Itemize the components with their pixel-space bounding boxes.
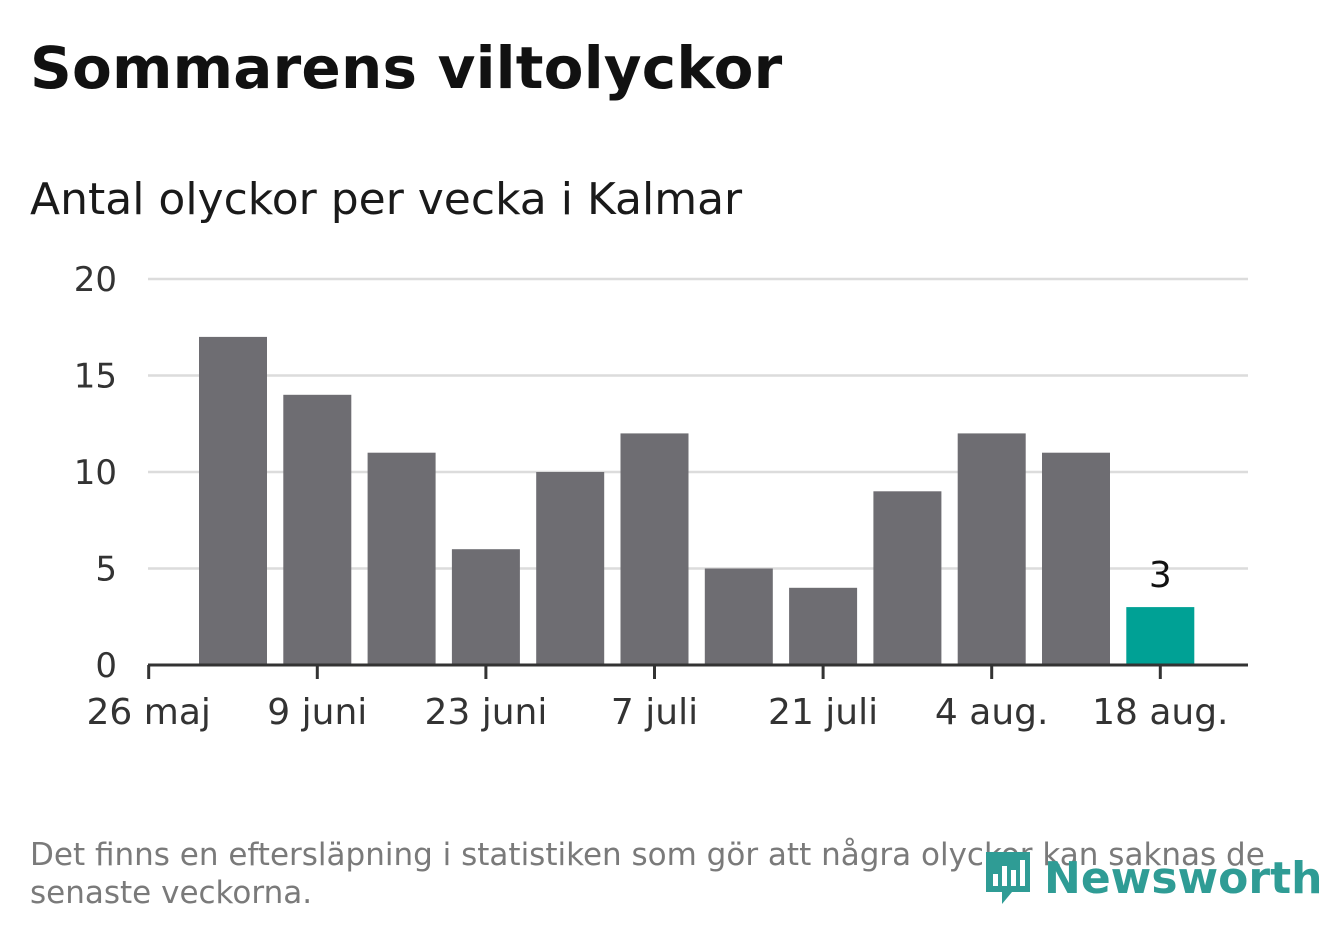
y-tick-label: 10: [74, 453, 117, 493]
y-tick-label: 5: [95, 550, 117, 590]
newsworthy-logo-icon: [986, 852, 1030, 904]
chart-subtitle: Antal olyckor per vecka i Kalmar: [30, 174, 743, 225]
bar: [199, 336, 267, 665]
x-tick-label: 26 maj: [87, 692, 211, 733]
bar-highlight: [1126, 607, 1195, 665]
x-tick-label: 18 aug.: [1092, 692, 1228, 733]
bar: [451, 549, 520, 665]
x-tick-label: 4 aug.: [935, 692, 1049, 733]
y-tick-label: 20: [74, 260, 117, 300]
bar: [536, 472, 605, 665]
bar: [620, 433, 689, 665]
bar: [367, 452, 436, 665]
newsworthy-logo: Newsworthy: [980, 846, 1322, 910]
bar-chart: 0 5 10 15 20 3 26 maj 9 juni 23 juni 7 juli 21 jul…: [74, 260, 1248, 733]
tick-labels: 0 5 10 15 20 3 26 maj 9 juni 23 juni 7 juli 21 jul…: [74, 260, 1229, 733]
data-label: 3: [1149, 555, 1172, 596]
y-tick-label: 15: [74, 357, 117, 397]
bar: [704, 568, 773, 665]
x-axis: [147, 663, 1248, 679]
x-tick-label: 9 juni: [267, 692, 367, 733]
logo-text: Newsworthy: [1044, 852, 1322, 904]
bar: [873, 491, 942, 665]
bars: [199, 336, 1195, 665]
x-tick-label: 21 juli: [768, 692, 878, 733]
bar: [283, 394, 352, 665]
x-tick-label: 7 juli: [611, 692, 698, 733]
chart-title: Sommarens viltolyckor: [30, 34, 783, 102]
bar: [1042, 452, 1110, 665]
x-tick-label: 23 juni: [424, 692, 547, 733]
bar: [957, 433, 1026, 665]
y-tick-label: 0: [95, 646, 117, 686]
bar: [789, 587, 858, 665]
footnote: Det finns en eftersläpning i statistiken…: [30, 837, 1265, 911]
